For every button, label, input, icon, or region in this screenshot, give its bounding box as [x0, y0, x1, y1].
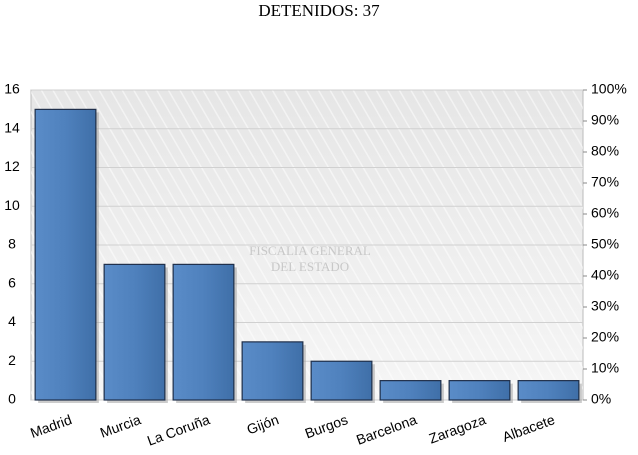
- x-tick-label: La Coruña: [145, 411, 212, 448]
- bar: [379, 380, 442, 401]
- y2-tick-label: 70%: [591, 174, 619, 190]
- y2-tick-label: 20%: [591, 329, 619, 345]
- bar: [172, 263, 235, 401]
- bar: [448, 380, 511, 401]
- y2-tick-label: 90%: [591, 112, 619, 128]
- y2-tick-label: 10%: [591, 360, 619, 376]
- y-tick-label: 10: [4, 197, 20, 213]
- bar: [517, 380, 580, 401]
- bar: [103, 263, 166, 401]
- x-tick-label: Gijón: [245, 411, 281, 437]
- x-tick-label: Madrid: [28, 411, 74, 441]
- bar: [310, 360, 373, 401]
- y-tick-label: 16: [4, 81, 20, 97]
- watermark: DEL ESTADO: [271, 259, 349, 274]
- y-tick-label: 6: [8, 274, 16, 290]
- y2-tick-label: 40%: [591, 267, 619, 283]
- y2-tick-label: 80%: [591, 143, 619, 159]
- chart-title: DETENIDOS: 37: [258, 1, 380, 20]
- bar: [241, 341, 304, 401]
- y-tick-label: 8: [8, 236, 16, 252]
- y2-tick-label: 30%: [591, 298, 619, 314]
- y-tick-label: 4: [8, 313, 16, 329]
- x-tick-label: Albacete: [500, 411, 557, 445]
- y2-tick-label: 60%: [591, 205, 619, 221]
- y2-tick-label: 0%: [591, 391, 611, 407]
- y-tick-label: 14: [4, 119, 20, 135]
- x-tick-label: Zaragoza: [427, 411, 488, 446]
- x-tick-label: Barcelona: [354, 411, 419, 448]
- y-tick-label: 0: [8, 391, 16, 407]
- bar: [34, 108, 97, 401]
- watermark: FISCALIA GENERAL: [249, 243, 371, 258]
- y-tick-label: 2: [8, 352, 16, 368]
- x-tick-label: Burgos: [303, 411, 350, 441]
- y2-tick-label: 50%: [591, 236, 619, 252]
- y-tick-label: 12: [4, 158, 20, 174]
- y2-tick-label: 100%: [591, 81, 627, 97]
- x-tick-label: Murcia: [98, 411, 143, 440]
